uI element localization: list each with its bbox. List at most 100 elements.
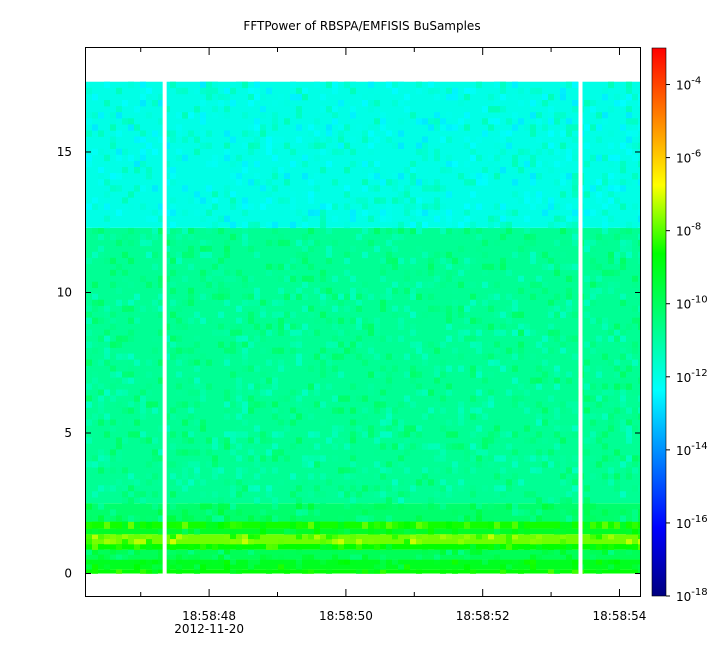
power-cell (560, 142, 566, 150)
power-cell (332, 554, 338, 560)
power-cell (434, 401, 440, 408)
power-cell (614, 251, 620, 259)
power-cell (332, 148, 338, 156)
power-cell (176, 112, 182, 119)
power-cell (272, 443, 278, 450)
power-cell (392, 81, 398, 89)
power-cell (428, 263, 434, 271)
power-cell (386, 383, 392, 390)
power-cell (386, 371, 392, 378)
power-cell (290, 275, 296, 283)
power-cell (290, 347, 296, 354)
power-cell (602, 221, 608, 229)
power-cell (248, 87, 254, 95)
power-cell (128, 431, 134, 438)
power-cell (290, 473, 296, 480)
power-cell (512, 112, 518, 119)
power-cell (584, 407, 590, 414)
power-cell (512, 124, 518, 131)
power-cell (632, 311, 638, 318)
power-cell (182, 509, 188, 516)
power-cell (242, 239, 248, 247)
power-cell (350, 81, 356, 89)
power-cell (470, 491, 476, 498)
power-cell (428, 503, 434, 510)
power-cell (428, 341, 434, 348)
spectral-band (86, 569, 640, 574)
power-cell (488, 544, 494, 550)
power-cell (248, 383, 254, 390)
power-cell (158, 203, 164, 210)
power-cell (170, 221, 176, 229)
power-cell (488, 124, 494, 131)
power-cell (236, 173, 242, 180)
power-cell (86, 549, 92, 555)
power-cell (488, 503, 494, 510)
power-cell (224, 359, 230, 366)
power-cell (488, 521, 494, 529)
power-cell (374, 473, 380, 480)
power-cell (572, 559, 578, 565)
power-cell (416, 389, 422, 396)
power-cell (224, 515, 230, 522)
power-cell (362, 407, 368, 414)
power-cell (632, 323, 638, 330)
power-cell (224, 395, 230, 402)
power-cell (464, 93, 470, 101)
colorbar-tick-exponent: -10 (691, 295, 707, 306)
power-cell (638, 485, 640, 492)
power-cell (560, 407, 566, 414)
power-cell (488, 534, 494, 540)
power-cell (542, 371, 548, 378)
x-tick-label: 18:58:48 (182, 609, 236, 623)
power-cell (608, 185, 614, 192)
power-cell (326, 534, 332, 540)
power-cell (254, 485, 260, 492)
power-cell (566, 118, 572, 125)
power-cell (308, 227, 314, 235)
power-cell (632, 317, 638, 324)
power-cell (110, 455, 116, 462)
power-cell (290, 443, 296, 450)
power-cell (146, 437, 152, 444)
power-cell (338, 549, 344, 555)
power-cell (170, 173, 176, 180)
power-cell (368, 539, 374, 545)
power-cell (164, 335, 170, 342)
power-cell (620, 521, 626, 529)
power-cell (254, 461, 260, 468)
power-cell (554, 528, 560, 535)
power-cell (638, 93, 640, 101)
power-cell (560, 335, 566, 342)
power-cell (434, 154, 440, 162)
power-cell (626, 467, 632, 474)
band-fill (86, 534, 640, 545)
power-cell (320, 233, 326, 241)
power-cell (392, 197, 398, 204)
power-cell (614, 407, 620, 414)
power-cell (494, 341, 500, 348)
power-cell (218, 311, 224, 318)
power-cell (632, 281, 638, 289)
power-cell (614, 329, 620, 336)
power-cell (524, 227, 530, 235)
power-cell (356, 293, 362, 301)
power-cell (362, 515, 368, 522)
colorbar-tick-base: 10 (676, 444, 691, 458)
power-cell (170, 269, 176, 277)
power-cell (158, 449, 164, 456)
power-cell (242, 142, 248, 150)
power-cell (416, 347, 422, 354)
power-cell (476, 461, 482, 468)
power-cell (188, 449, 194, 456)
power-cell (338, 395, 344, 402)
power-cell (566, 515, 572, 522)
power-cell (320, 359, 326, 366)
spectral-band (86, 503, 640, 522)
power-cell (182, 299, 188, 306)
power-cell (434, 185, 440, 192)
power-cell (470, 257, 476, 265)
power-cell (92, 544, 98, 550)
power-cell (260, 305, 266, 312)
power-cell (92, 564, 98, 570)
